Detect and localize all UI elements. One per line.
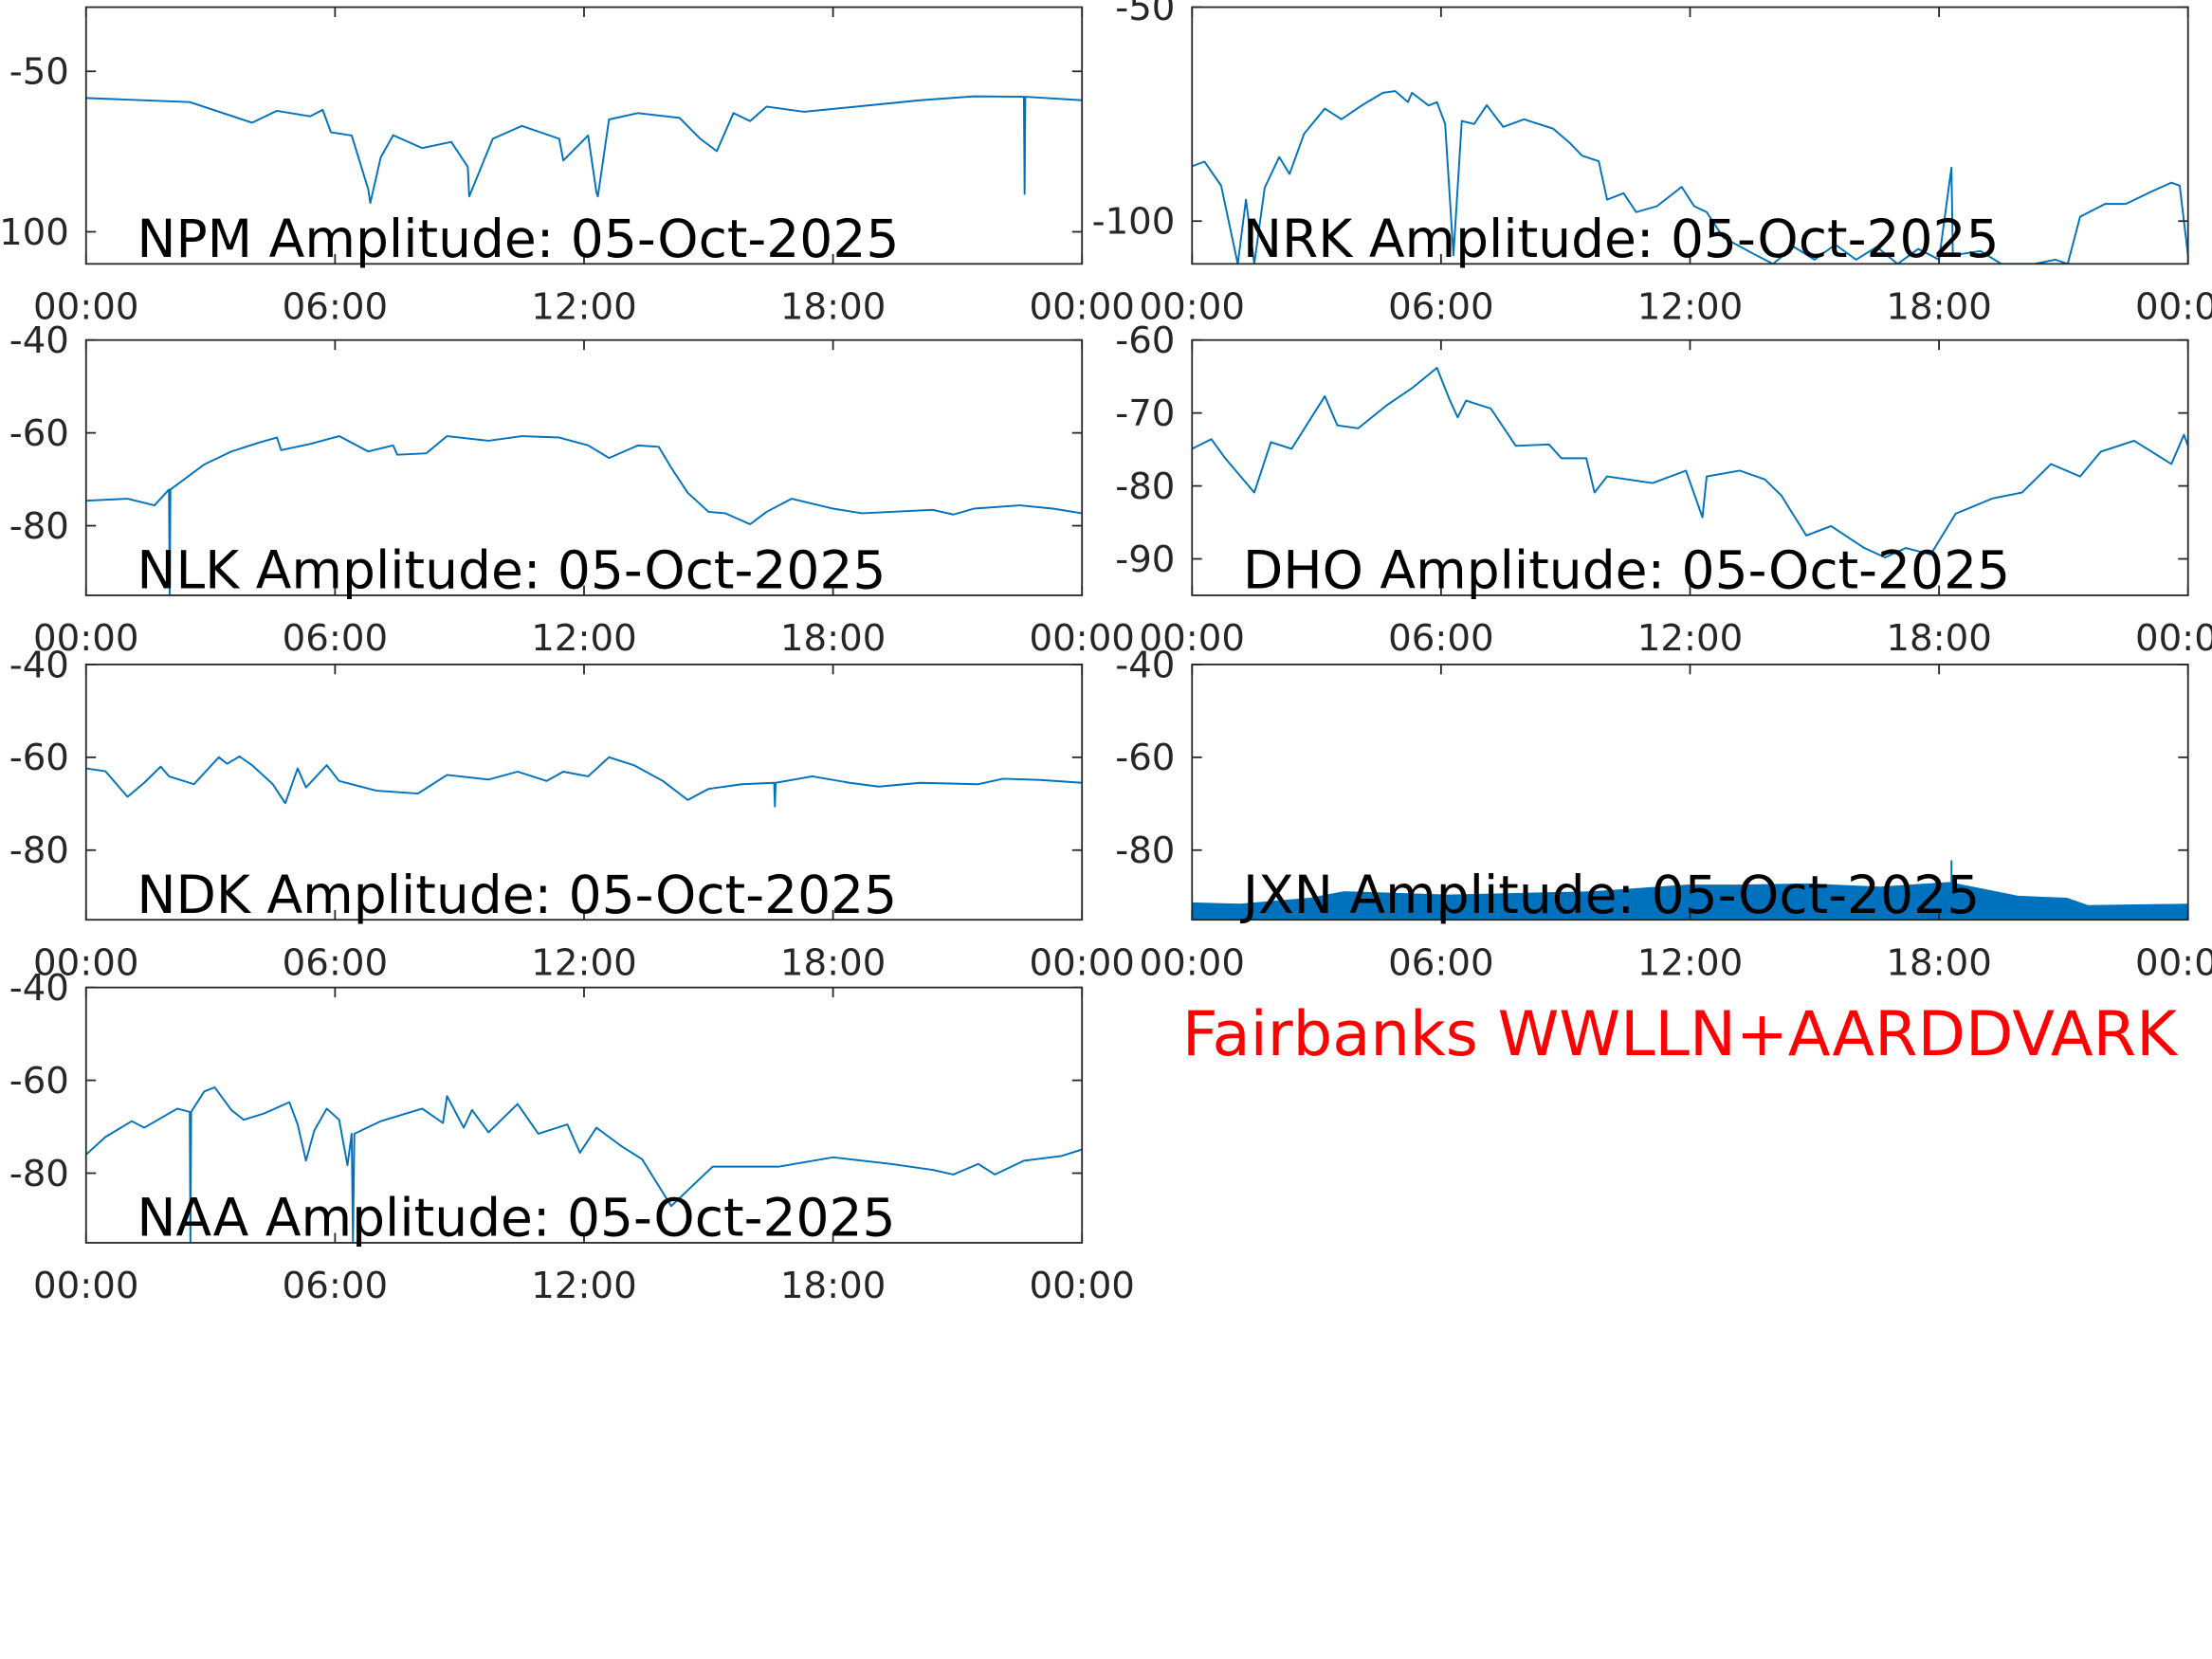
x-tick-label: 00:00	[1140, 285, 1245, 328]
panel-nrk: 00:00 06:00 12:00 18:00 00:00 -100 -50 NRK Ampl…	[1092, 0, 2212, 328]
x-tick-label: 18:00	[780, 285, 886, 328]
x-tick-label: 00:00	[1029, 617, 1134, 660]
x-tick-label: 18:00	[1886, 617, 1991, 660]
x-tick-label: 12:00	[531, 941, 636, 984]
x-tick-label: 06:00	[283, 1265, 388, 1307]
x-tick-label: 12:00	[531, 285, 636, 328]
y-tick-label: -50	[1115, 0, 1175, 29]
x-tick-label: 12:00	[531, 1265, 636, 1307]
y-tick-label: -80	[9, 1153, 69, 1195]
series-line	[1192, 367, 2188, 558]
x-tick-label: 12:00	[1637, 617, 1743, 660]
x-tick-label: 06:00	[1388, 617, 1493, 660]
y-tick-label: -80	[1115, 830, 1175, 872]
x-tick-label: 12:00	[531, 617, 636, 660]
panel-npm: 00:00 06:00 12:00 18:00 00:00 -100 -50 NPM Ampl…	[0, 6, 1135, 328]
panel-jxn: 00:00 06:00 12:00 18:00 00:00 -80 -60 -40 JXN Am…	[1115, 644, 2212, 984]
y-tick-label: -100	[0, 211, 69, 254]
y-tick-label: -60	[1115, 319, 1175, 362]
y-tick-label: -60	[9, 1060, 69, 1103]
x-tick-label: 18:00	[1886, 941, 1991, 984]
series-line	[85, 755, 1083, 808]
y-tick-label: -60	[9, 737, 69, 779]
y-tick-label: -40	[9, 644, 69, 686]
x-tick-label: 00:00	[1140, 941, 1245, 984]
y-tick-label: -50	[9, 51, 69, 94]
series-line	[85, 435, 1083, 596]
panel-naa: 00:00 06:00 12:00 18:00 00:00 -80 -60 -40 NAA Am…	[9, 967, 1135, 1307]
panel-title: NAA Amplitude: 05-Oct-2025	[137, 1188, 895, 1249]
panel-title: NDK Amplitude: 05-Oct-2025	[137, 865, 897, 925]
x-tick-label: 00:00	[33, 285, 138, 328]
y-tick-label: -80	[9, 830, 69, 872]
series-nrk	[1192, 90, 2188, 264]
series-naa	[85, 1086, 1083, 1243]
y-tick-label: -70	[1115, 392, 1175, 435]
x-tick-label: 18:00	[780, 941, 886, 984]
y-tick-label: -90	[1115, 538, 1175, 581]
series-line	[85, 95, 1083, 205]
series-dho	[1192, 367, 2188, 558]
x-tick-label: 00:00	[1140, 617, 1245, 660]
x-tick-label: 12:00	[1637, 941, 1743, 984]
series-ndk	[85, 755, 1083, 808]
x-tick-label: 00:00	[2135, 617, 2212, 660]
x-tick-label: 06:00	[283, 941, 388, 984]
panel-nlk: 00:00 06:00 12:00 18:00 00:00 -80 -60 -40 NLK Am…	[9, 319, 1135, 660]
panel-title: NRK Amplitude: 05-Oct-2025	[1243, 209, 2000, 269]
x-tick-label: 06:00	[283, 285, 388, 328]
y-tick-label: -60	[1115, 737, 1175, 779]
x-tick-label: 18:00	[780, 617, 886, 660]
x-tick-label: 12:00	[1637, 285, 1743, 328]
series-line	[1192, 90, 2188, 264]
x-tick-label: 00:00	[2135, 941, 2212, 984]
y-tick-label: -60	[9, 412, 69, 455]
x-tick-label: 00:00	[1029, 1265, 1134, 1307]
series-npm	[85, 95, 1083, 205]
y-tick-label: -100	[1092, 201, 1176, 244]
panel-title: JXN Amplitude: 05-Oct-2025	[1240, 865, 1980, 925]
x-tick-label: 00:00	[33, 941, 138, 984]
panel-title: NLK Amplitude: 05-Oct-2025	[137, 540, 886, 601]
panel-ndk: 00:00 06:00 12:00 18:00 00:00 -80 -60 -40 NDK Am…	[9, 644, 1135, 984]
x-tick-label: 18:00	[780, 1265, 886, 1307]
x-tick-label: 00:00	[33, 617, 138, 660]
series-line	[85, 1086, 1083, 1243]
panel-dho: 00:00 06:00 12:00 18:00 00:00 -90 -80 -70 -60 DHO…	[1115, 319, 2212, 660]
y-tick-label: -40	[9, 967, 69, 1010]
y-tick-label: -40	[9, 319, 69, 362]
series-nlk	[85, 435, 1083, 596]
station-label: Fairbanks WWLLN+AARDDVARK	[1182, 998, 2179, 1070]
y-tick-label: -80	[1115, 465, 1175, 508]
x-tick-label: 00:00	[1029, 941, 1134, 984]
x-tick-label: 06:00	[1388, 285, 1493, 328]
x-tick-label: 06:00	[1388, 941, 1493, 984]
x-tick-label: 00:00	[33, 1265, 138, 1307]
y-tick-label: -40	[1115, 644, 1175, 686]
x-tick-label: 00:00	[1029, 285, 1134, 328]
x-tick-label: 06:00	[283, 617, 388, 660]
x-tick-label: 18:00	[1886, 285, 1991, 328]
y-tick-label: -80	[9, 505, 69, 548]
x-tick-label: 00:00	[2135, 285, 2212, 328]
panel-title: NPM Amplitude: 05-Oct-2025	[137, 209, 899, 269]
panel-title: DHO Amplitude: 05-Oct-2025	[1243, 540, 2010, 601]
